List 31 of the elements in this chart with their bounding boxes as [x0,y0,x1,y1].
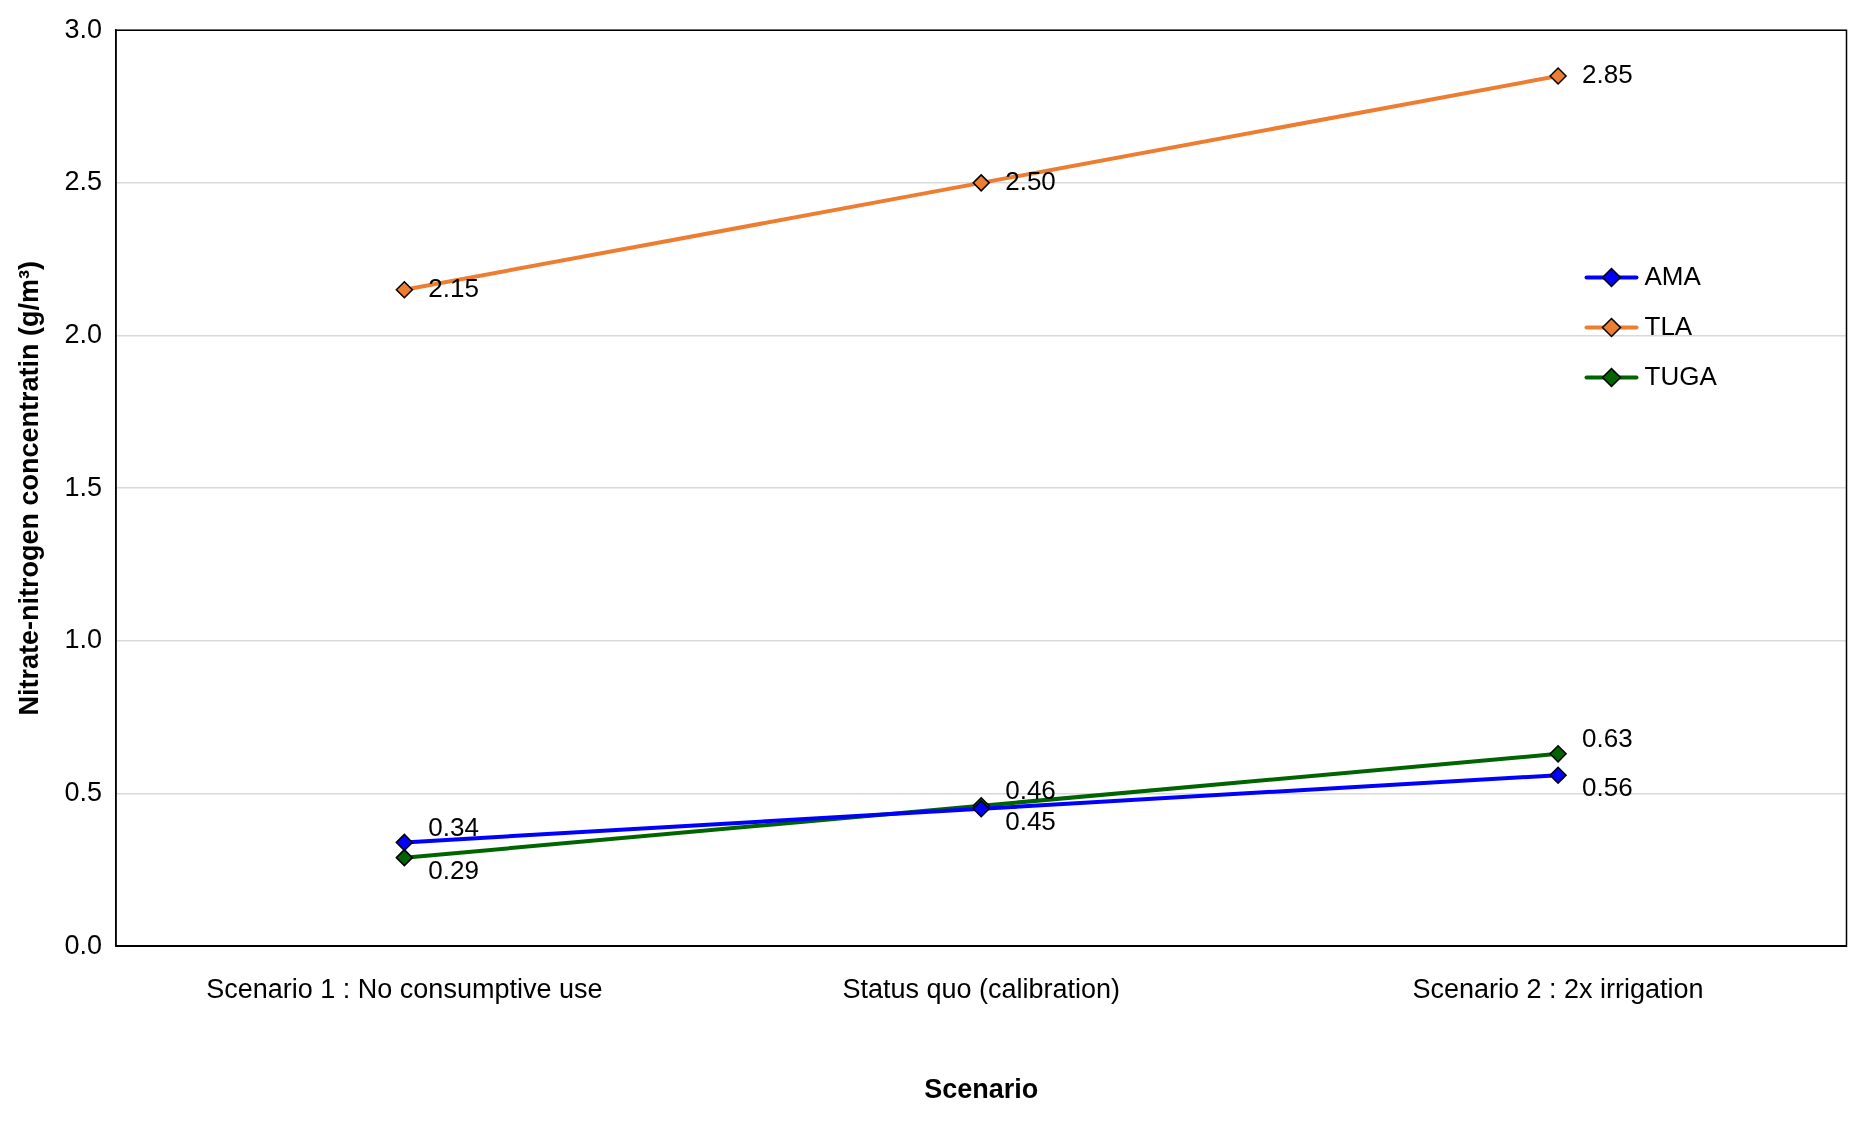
point [1549,745,1567,763]
y-tick-label: 3.0 [64,13,102,44]
data-label: 0.46 [1005,774,1056,805]
data-label: 2.85 [1582,59,1633,90]
data-label: 2.50 [1005,166,1056,197]
x-axis-title: Scenario [924,1074,1039,1105]
y-tick-label: 2.0 [64,318,102,349]
point [1549,67,1567,85]
y-tick-label: 1.5 [64,471,102,502]
point [972,174,990,192]
y-tick-label: 0.0 [64,929,102,960]
data-label: 0.56 [1582,772,1633,803]
data-label: 0.63 [1582,723,1633,754]
legend-label: TLA [1644,310,1693,341]
data-label: 0.45 [1005,805,1056,836]
point [395,833,414,852]
point [395,848,414,867]
y-tick-label: 1.0 [64,624,102,655]
y-axis-title: Nitrate-nitrogen concentratin (g/m³) [13,260,44,716]
data-label: 2.15 [428,272,479,303]
x-tick-label: Scenario 2 : 2x irrigation [1412,973,1704,1004]
x-tick-label: Scenario 1 : No consumptive use [206,973,603,1004]
y-tick-label: 2.5 [64,166,102,197]
point [1549,766,1567,784]
data-label: 0.29 [428,854,479,885]
x-tick-label: Status quo (calibration) [842,973,1121,1004]
legend-label: TUGA [1644,360,1718,391]
legend-label: AMA [1644,260,1702,291]
point [395,280,414,299]
y-tick-label: 0.5 [64,776,102,807]
data-label: 0.34 [428,811,479,842]
